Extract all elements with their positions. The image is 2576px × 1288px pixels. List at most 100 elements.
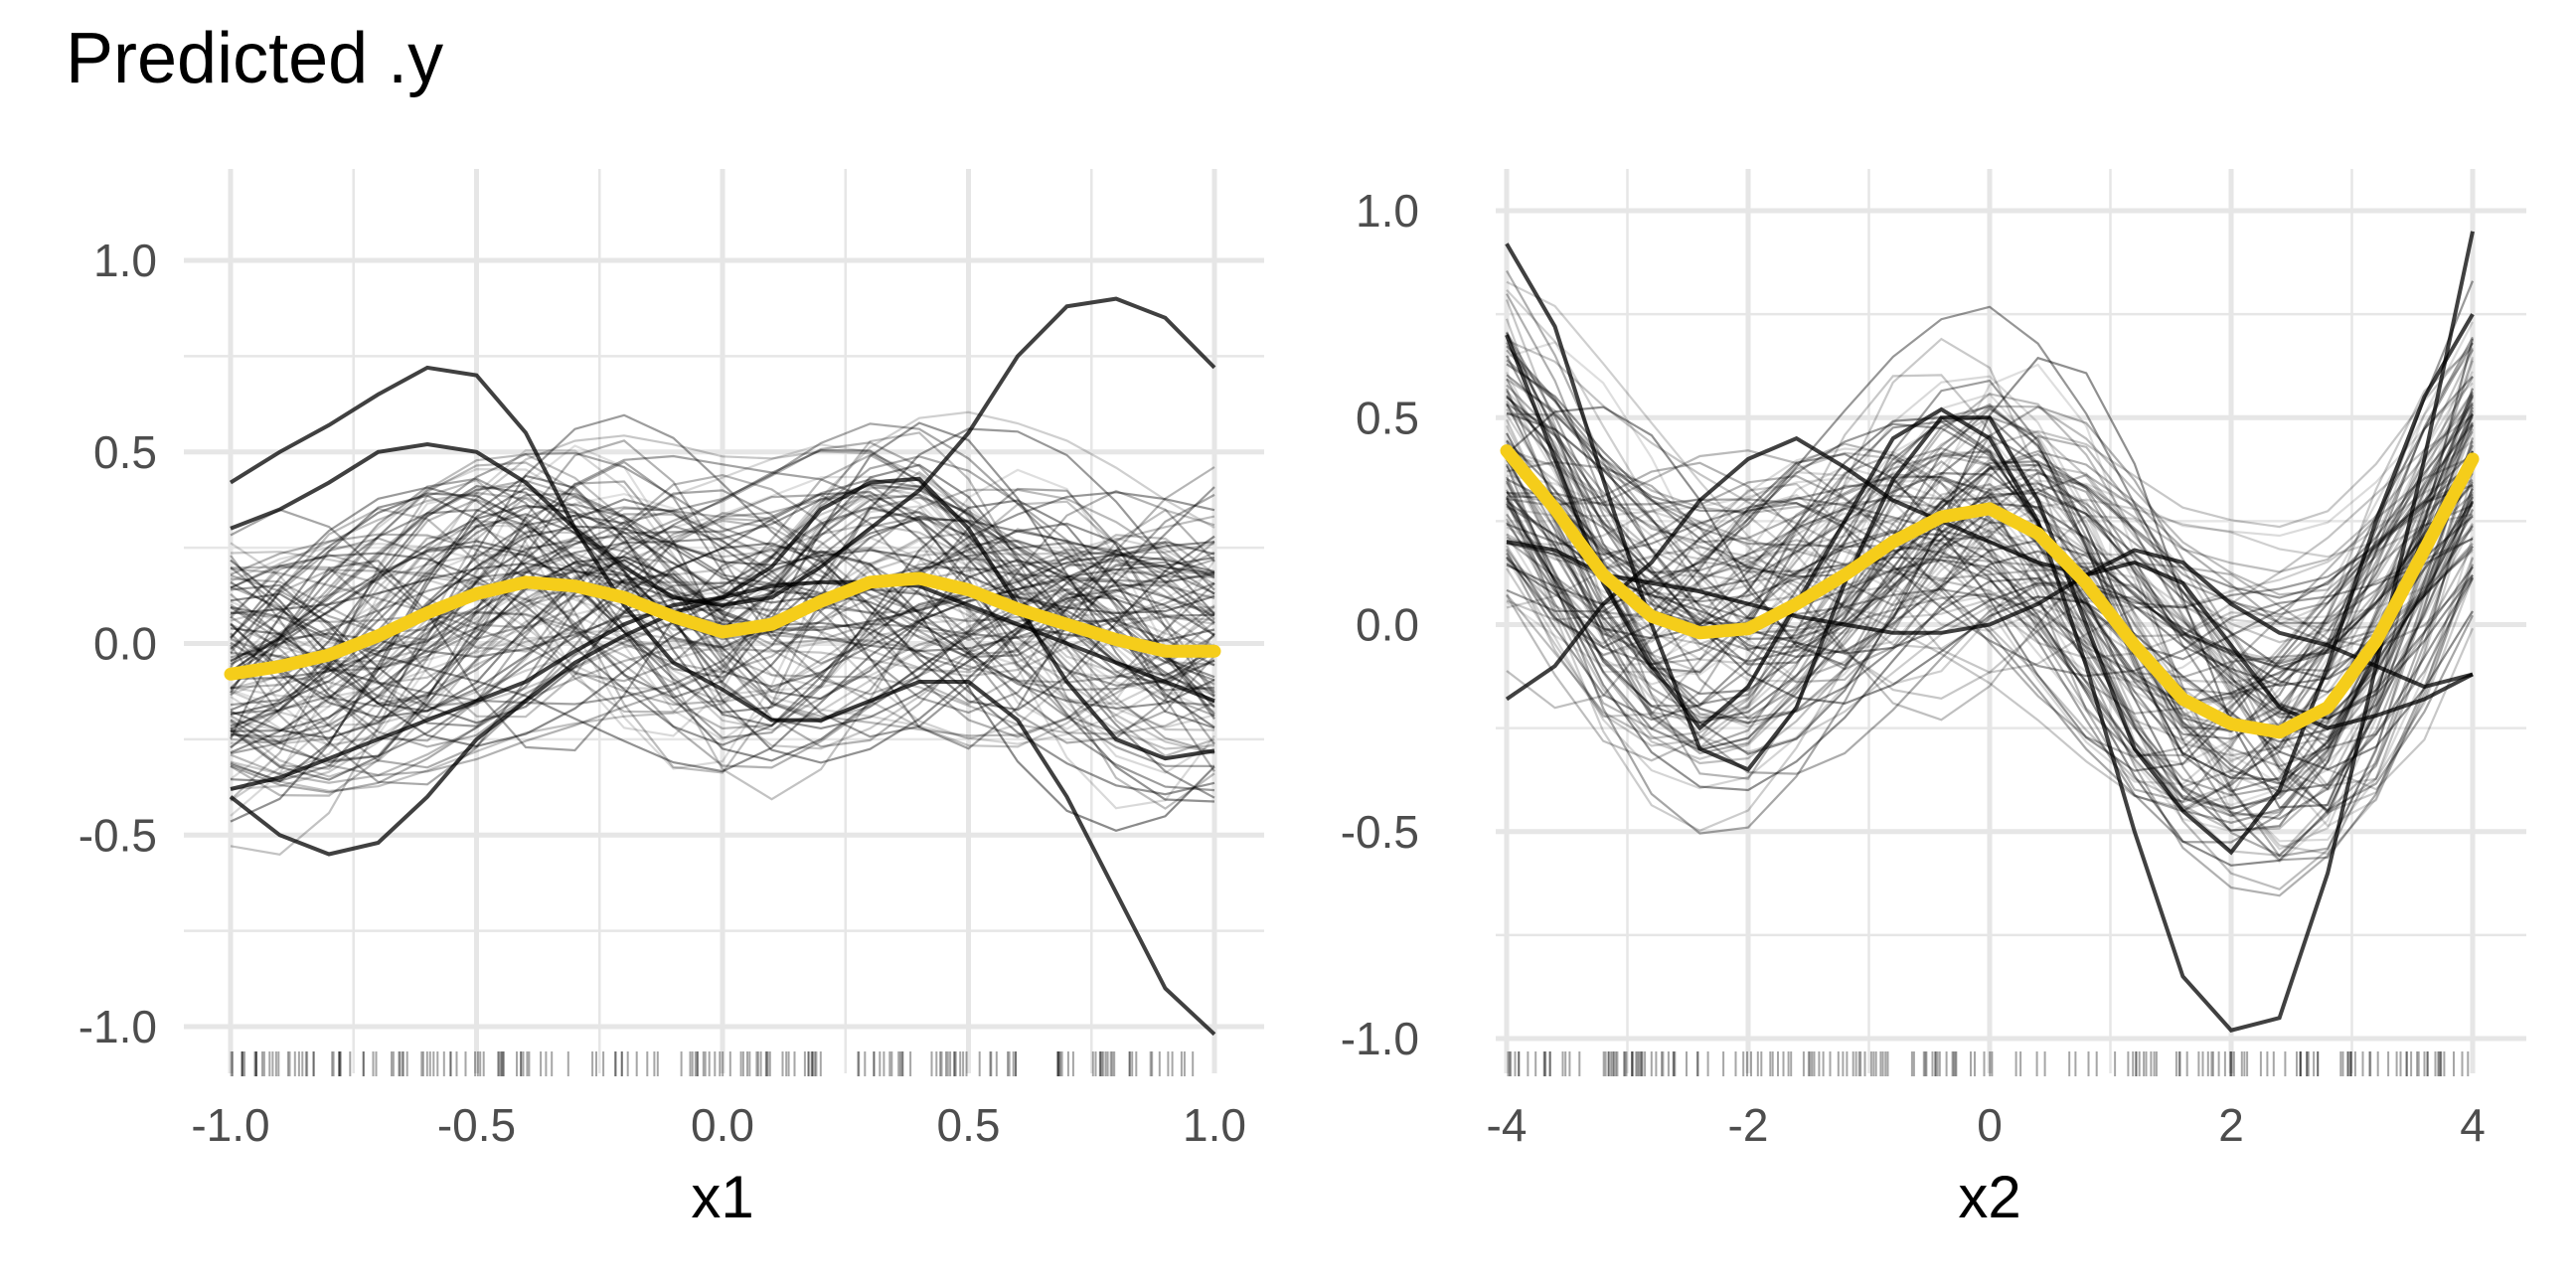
ice-curve bbox=[230, 439, 1215, 762]
ice-curve bbox=[230, 517, 1215, 642]
ice-curve bbox=[230, 467, 1215, 745]
ice-curve bbox=[1506, 374, 2475, 781]
ice-curve bbox=[1506, 474, 2474, 759]
ice-curve bbox=[230, 453, 1215, 697]
ice-curve bbox=[230, 495, 1215, 770]
x-tick-label: 0 bbox=[1977, 1099, 2003, 1151]
ice-curve bbox=[230, 532, 1215, 793]
ice-curve bbox=[230, 477, 1215, 739]
ice-curve bbox=[1506, 439, 2474, 793]
ice-curve bbox=[230, 451, 1215, 767]
pdp-line bbox=[1500, 444, 2480, 739]
ice-curve bbox=[1506, 453, 2475, 891]
ice-curve-envelope bbox=[230, 579, 1215, 791]
ice-curve bbox=[1506, 404, 2474, 740]
ice-curve bbox=[230, 492, 1215, 709]
ice-curve bbox=[1506, 403, 2474, 789]
ice-curve bbox=[230, 553, 1215, 797]
panel-x2: -4 -2 0 2 4 -1.0 -0.5 0.0 0.5 1.0 x2 bbox=[1341, 169, 2526, 1230]
ice-curve bbox=[1506, 288, 2474, 653]
ice-curve bbox=[1506, 421, 2474, 720]
ice-curve bbox=[1506, 461, 2475, 813]
ice-curve bbox=[1506, 491, 2475, 739]
ice-curve bbox=[1506, 450, 2475, 867]
ice-curve bbox=[230, 479, 1215, 684]
ice-curve bbox=[1506, 411, 2474, 793]
ice-curve bbox=[230, 506, 1215, 799]
y-tick-label: -1.0 bbox=[79, 1001, 157, 1052]
rug bbox=[230, 1051, 1195, 1076]
y-tick-label: 0.0 bbox=[1356, 599, 1419, 651]
ice-curve bbox=[230, 568, 1215, 802]
ice-curve bbox=[230, 434, 1215, 738]
ice-curve bbox=[230, 558, 1215, 674]
ice-curve bbox=[230, 548, 1215, 750]
ice-curve bbox=[1505, 318, 2474, 812]
grid bbox=[1496, 169, 2526, 1073]
ice-curve bbox=[230, 493, 1215, 769]
ice-curve bbox=[230, 507, 1215, 731]
ice-curve bbox=[230, 566, 1215, 659]
x-tick-label: -2 bbox=[1728, 1099, 1769, 1151]
ice-curve bbox=[1506, 404, 2474, 790]
ice-curve bbox=[1505, 453, 2474, 757]
ice-curve bbox=[230, 551, 1215, 730]
ice-curve bbox=[230, 516, 1215, 777]
ice-curve bbox=[230, 427, 1215, 679]
ice-curve bbox=[230, 555, 1215, 778]
ice-curve bbox=[230, 478, 1215, 715]
ice-curve bbox=[1506, 455, 2475, 796]
ice-curve bbox=[1506, 456, 2474, 844]
ice-curves bbox=[229, 296, 1216, 1037]
ice-curve bbox=[230, 546, 1215, 761]
ice-curve bbox=[230, 542, 1215, 740]
ice-curve bbox=[1506, 450, 2474, 739]
y-tick-label: 0.5 bbox=[93, 426, 157, 478]
ice-curve bbox=[230, 562, 1215, 781]
y-tick-label: 1.0 bbox=[1356, 185, 1419, 237]
ice-curve bbox=[230, 483, 1215, 680]
x-tick-label: 0.5 bbox=[937, 1099, 1001, 1151]
ice-curve bbox=[1506, 480, 2475, 828]
ice-curve bbox=[1506, 280, 2475, 740]
ice-curve bbox=[1506, 378, 2475, 832]
ice-curve bbox=[1506, 372, 2474, 728]
ice-curve bbox=[230, 535, 1215, 724]
chart-title: Predicted .y bbox=[66, 19, 444, 98]
ice-curve bbox=[230, 514, 1215, 754]
ice-curve-envelope bbox=[1505, 242, 2475, 856]
y-tick-label: -0.5 bbox=[1341, 806, 1419, 858]
ice-curve bbox=[1506, 504, 2474, 765]
ice-curve bbox=[1506, 393, 2474, 742]
y-tick-label: -0.5 bbox=[79, 809, 157, 861]
ice-curve bbox=[1506, 497, 2475, 787]
ice-curve bbox=[230, 515, 1215, 679]
ice-curve bbox=[230, 610, 1215, 667]
x-tick-label: 4 bbox=[2460, 1099, 2486, 1151]
y-tick-label: -1.0 bbox=[1341, 1013, 1419, 1064]
ice-curve bbox=[230, 484, 1215, 749]
ice-curve bbox=[230, 492, 1215, 762]
pdp-line bbox=[224, 571, 1221, 681]
ice-curve bbox=[230, 498, 1215, 653]
ice-curve bbox=[1506, 331, 2474, 652]
ice-curve bbox=[1506, 360, 2475, 750]
ice-curve bbox=[1506, 384, 2474, 768]
ice-curve bbox=[1506, 418, 2475, 857]
ice-curve bbox=[1506, 341, 2475, 864]
ice-curve bbox=[1506, 269, 2474, 650]
ice-curve bbox=[1506, 342, 2474, 760]
ice-curve bbox=[1505, 458, 2475, 856]
ice-curve bbox=[230, 586, 1215, 755]
ice-curve bbox=[1506, 356, 2475, 833]
ice-curve bbox=[230, 488, 1215, 707]
ice-curve bbox=[1506, 449, 2474, 737]
ice-curve bbox=[230, 542, 1215, 752]
ice-curve bbox=[1506, 450, 2474, 797]
ice-curve bbox=[230, 524, 1215, 774]
ice-curve bbox=[230, 553, 1215, 739]
ice-curve bbox=[1506, 406, 2475, 824]
ice-curve bbox=[1505, 452, 2474, 835]
ice-curve bbox=[1506, 416, 2474, 753]
x-tick-label: 2 bbox=[2218, 1099, 2244, 1151]
